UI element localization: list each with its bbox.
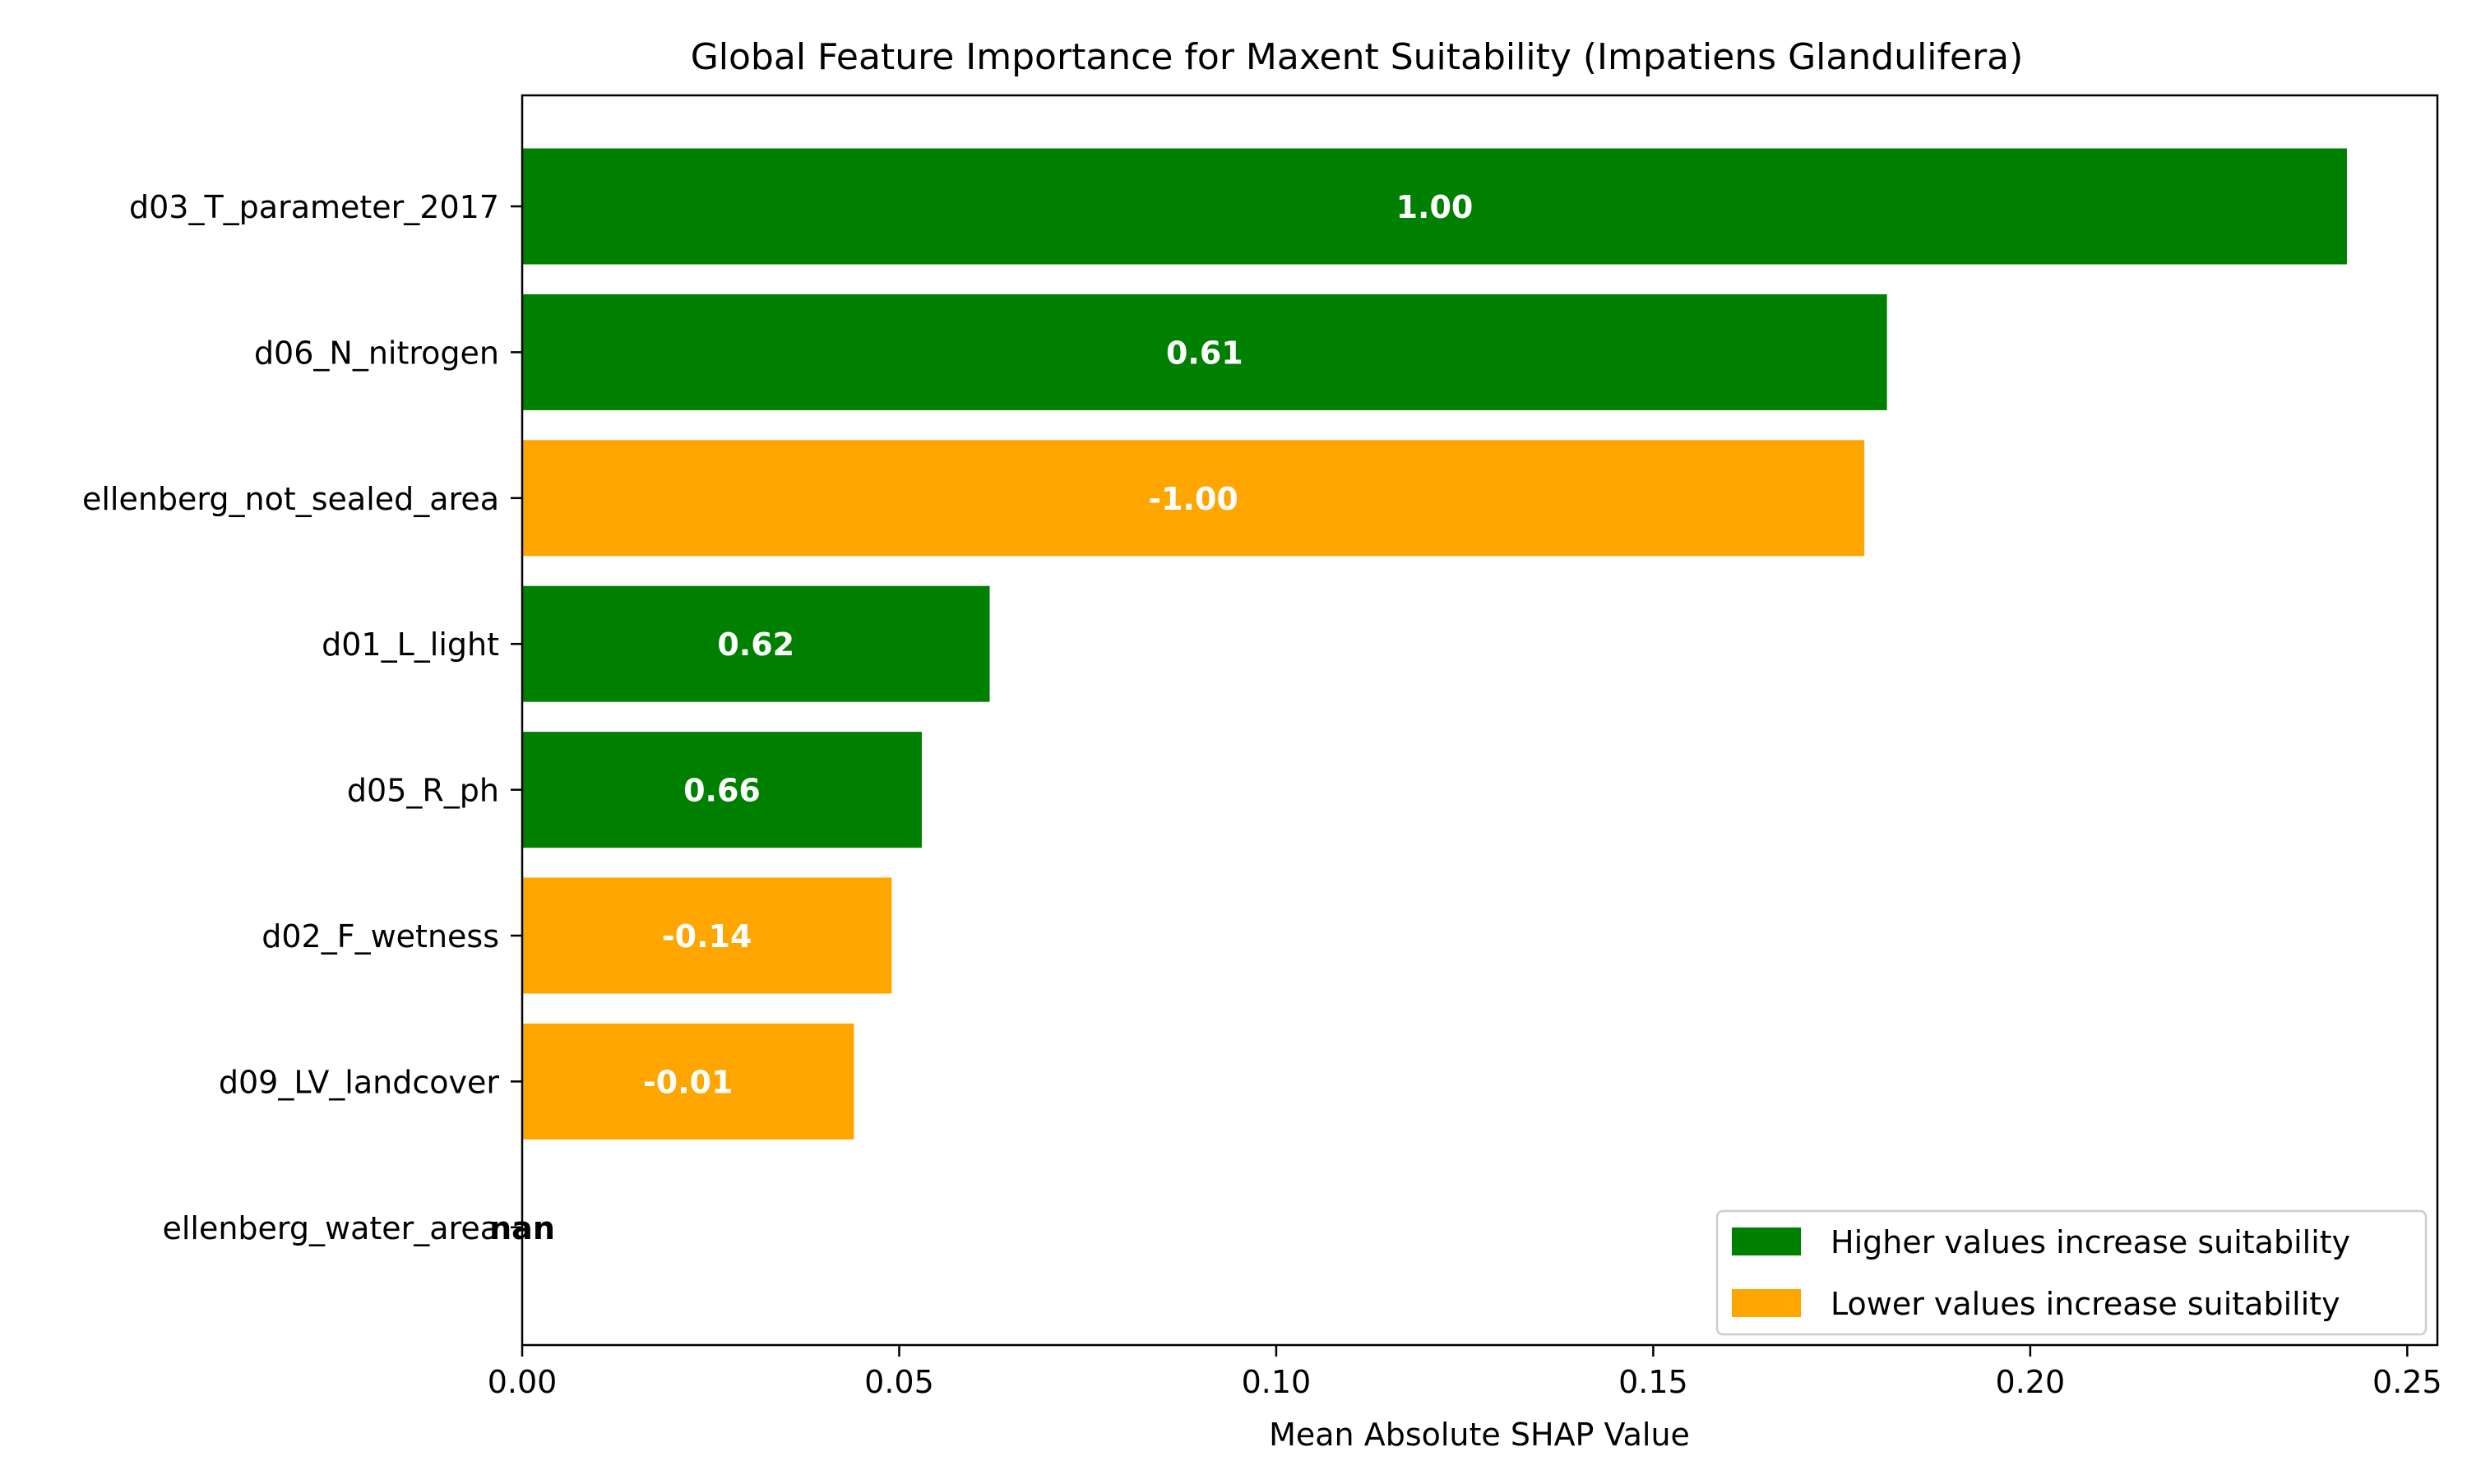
- bar-d06-n-nitrogen: [522, 294, 1887, 410]
- legend-swatch-lower: [1732, 1289, 1801, 1317]
- category-label-d03-t-parameter-2017: d03_T_parameter_2017: [129, 189, 499, 225]
- x-axis-label: Mean Absolute SHAP Value: [1269, 1417, 1690, 1453]
- legend-items: Higher values increase suitability Lower …: [1732, 1224, 2350, 1322]
- category-labels: d03_T_parameter_2017 d06_N_nitrogenellenb…: [82, 189, 522, 1246]
- chart-title: Global Feature Importance for Maxent Sui…: [691, 36, 2024, 78]
- category-label-d09-lv-landcover: d09_LV_landcover: [219, 1064, 500, 1100]
- legend-label-higher: Higher values increase suitability: [1831, 1224, 2350, 1260]
- category-label-ellenberg-water-area: ellenberg_water_area: [162, 1210, 499, 1246]
- x-tick-label-0-20: 0.20: [1996, 1364, 2066, 1400]
- bar-d05-r-ph: [522, 732, 922, 848]
- bar-ellenberg-not-sealed-area: [522, 440, 1865, 557]
- category-label-d05-r-ph: d05_R_ph: [347, 773, 499, 809]
- x-axis-ticks: 0.00 0.05 0.10 0.15 0.20 0.25: [488, 1345, 2442, 1400]
- bars-layer: [522, 148, 2347, 1140]
- value-label-d03-t-parameter-2017: 1.00: [1396, 189, 1474, 225]
- plot-frame: [521, 94, 2439, 1347]
- bar-d03-t-parameter-2017: [522, 148, 2347, 265]
- bar-d02-f-wetness: [522, 877, 892, 994]
- legend-label-lower: Lower values increase suitability: [1831, 1286, 2340, 1322]
- value-label-d06-n-nitrogen: 0.61: [1166, 335, 1243, 371]
- bar-d09-lv-landcover: [522, 1023, 854, 1140]
- value-label-d05-r-ph: 0.66: [683, 773, 761, 809]
- value-label-d09-lv-landcover: -0.01: [643, 1064, 734, 1100]
- value-label-d02-f-wetness: -0.14: [662, 918, 752, 955]
- legend-frame: [1715, 1209, 2428, 1336]
- category-label-d06-n-nitrogen: d06_N_nitrogen: [254, 335, 499, 371]
- x-tick-label-0-25: 0.25: [2372, 1364, 2442, 1400]
- category-label-d02-f-wetness: d02_F_wetness: [262, 918, 499, 955]
- legend: Higher values increase suitability Lower …: [1715, 1209, 2428, 1336]
- x-tick-label-0-15: 0.15: [1618, 1364, 1688, 1400]
- category-label-ellenberg-not-sealed-area: ellenberg_not_sealed_area: [82, 481, 499, 517]
- value-label-d01-l-light: 0.62: [717, 626, 794, 663]
- x-tick-label-0-00: 0.00: [488, 1364, 558, 1400]
- category-label-d01-l-light: d01_L_light: [322, 626, 499, 663]
- value-label-ellenberg-not-sealed-area: -1.00: [1148, 481, 1238, 517]
- bar-d01-l-light: [522, 585, 990, 702]
- x-tick-label-0-05: 0.05: [864, 1364, 934, 1400]
- x-tick-label-0-10: 0.10: [1242, 1364, 1312, 1400]
- legend-swatch-higher: [1732, 1227, 1801, 1255]
